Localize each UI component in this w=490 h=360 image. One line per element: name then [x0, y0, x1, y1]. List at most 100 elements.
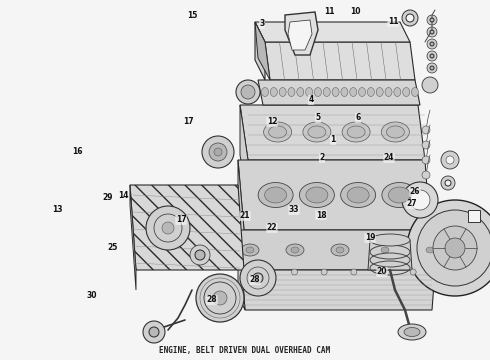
- Text: 11: 11: [388, 18, 398, 27]
- Circle shape: [321, 269, 327, 275]
- Ellipse shape: [368, 87, 374, 96]
- Circle shape: [441, 176, 455, 190]
- Circle shape: [146, 206, 190, 250]
- Polygon shape: [255, 22, 265, 80]
- Ellipse shape: [359, 87, 366, 96]
- Polygon shape: [265, 42, 415, 80]
- Ellipse shape: [264, 122, 292, 142]
- Circle shape: [445, 238, 465, 258]
- Ellipse shape: [394, 87, 401, 96]
- Ellipse shape: [381, 122, 409, 142]
- Ellipse shape: [331, 244, 349, 256]
- Circle shape: [240, 260, 276, 296]
- Circle shape: [427, 51, 437, 61]
- Polygon shape: [238, 260, 245, 310]
- Ellipse shape: [258, 183, 293, 207]
- Circle shape: [430, 18, 434, 22]
- Circle shape: [253, 273, 263, 283]
- Ellipse shape: [270, 87, 277, 96]
- Text: 19: 19: [365, 234, 375, 243]
- Text: 26: 26: [410, 188, 420, 197]
- Ellipse shape: [315, 87, 321, 96]
- Circle shape: [427, 39, 437, 49]
- Circle shape: [430, 54, 434, 58]
- Text: 28: 28: [250, 275, 260, 284]
- Text: 20: 20: [377, 267, 387, 276]
- Ellipse shape: [291, 247, 299, 253]
- Circle shape: [202, 136, 234, 168]
- Polygon shape: [240, 105, 248, 200]
- Circle shape: [214, 148, 222, 156]
- Polygon shape: [285, 12, 318, 55]
- Ellipse shape: [385, 87, 392, 96]
- Ellipse shape: [308, 126, 326, 138]
- Polygon shape: [238, 230, 435, 270]
- Polygon shape: [368, 240, 412, 270]
- Ellipse shape: [389, 187, 411, 203]
- Ellipse shape: [426, 247, 434, 253]
- Circle shape: [381, 269, 387, 275]
- Polygon shape: [238, 160, 430, 230]
- Circle shape: [149, 327, 159, 337]
- Circle shape: [427, 63, 437, 73]
- Text: 22: 22: [267, 224, 277, 233]
- Ellipse shape: [288, 87, 295, 96]
- Circle shape: [402, 182, 438, 218]
- Circle shape: [407, 200, 490, 296]
- Text: 25: 25: [108, 243, 118, 252]
- Circle shape: [241, 85, 255, 99]
- Ellipse shape: [241, 244, 259, 256]
- Circle shape: [446, 156, 454, 164]
- Circle shape: [236, 80, 260, 104]
- Circle shape: [433, 226, 477, 270]
- Polygon shape: [238, 230, 242, 285]
- Circle shape: [209, 143, 227, 161]
- Ellipse shape: [382, 183, 417, 207]
- Circle shape: [195, 250, 205, 260]
- Ellipse shape: [297, 87, 304, 96]
- Circle shape: [292, 269, 297, 275]
- Ellipse shape: [403, 87, 410, 96]
- Circle shape: [422, 126, 430, 134]
- Ellipse shape: [376, 244, 394, 256]
- Ellipse shape: [279, 87, 286, 96]
- Circle shape: [427, 27, 437, 37]
- Text: ENGINE, BELT DRIVEN DUAL OVERHEAD CAM: ENGINE, BELT DRIVEN DUAL OVERHEAD CAM: [159, 346, 331, 355]
- Ellipse shape: [332, 87, 339, 96]
- Polygon shape: [240, 105, 425, 160]
- Circle shape: [247, 267, 269, 289]
- Circle shape: [204, 282, 236, 314]
- Circle shape: [262, 269, 268, 275]
- Ellipse shape: [299, 183, 334, 207]
- Polygon shape: [258, 80, 420, 105]
- Circle shape: [213, 291, 227, 305]
- Text: 5: 5: [316, 113, 320, 122]
- Ellipse shape: [404, 328, 420, 337]
- Ellipse shape: [246, 247, 254, 253]
- Text: 4: 4: [308, 95, 314, 104]
- Text: 17: 17: [176, 216, 186, 225]
- Ellipse shape: [265, 187, 287, 203]
- Text: 13: 13: [52, 206, 62, 215]
- Ellipse shape: [341, 183, 376, 207]
- Circle shape: [143, 321, 165, 343]
- Text: 15: 15: [187, 10, 197, 19]
- Circle shape: [162, 222, 174, 234]
- Polygon shape: [255, 22, 270, 80]
- Text: 29: 29: [103, 194, 113, 202]
- Circle shape: [422, 171, 430, 179]
- Ellipse shape: [370, 234, 410, 246]
- Circle shape: [422, 156, 430, 164]
- Circle shape: [410, 269, 416, 275]
- Ellipse shape: [387, 126, 404, 138]
- Ellipse shape: [398, 324, 426, 340]
- Text: 30: 30: [87, 291, 97, 300]
- Text: 2: 2: [319, 153, 325, 162]
- Circle shape: [406, 14, 414, 22]
- Polygon shape: [288, 20, 312, 50]
- Ellipse shape: [323, 87, 330, 96]
- Text: 33: 33: [289, 206, 299, 215]
- Circle shape: [417, 210, 490, 286]
- Polygon shape: [130, 185, 136, 290]
- Text: 14: 14: [118, 190, 128, 199]
